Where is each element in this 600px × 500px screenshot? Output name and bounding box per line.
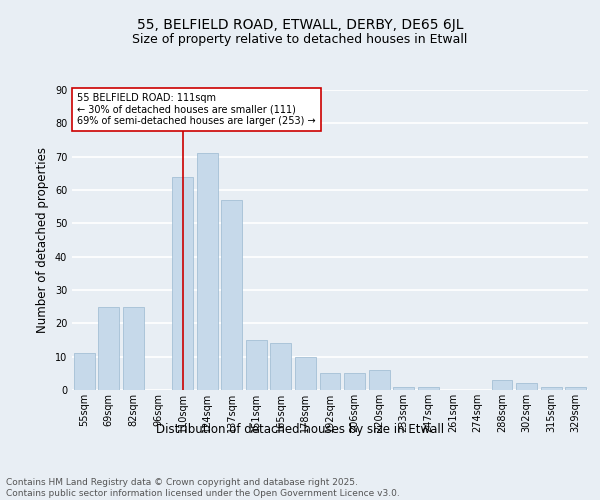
Text: 55 BELFIELD ROAD: 111sqm
← 30% of detached houses are smaller (111)
69% of semi-: 55 BELFIELD ROAD: 111sqm ← 30% of detach… xyxy=(77,93,316,126)
Bar xyxy=(393,386,414,390)
Bar xyxy=(246,340,267,390)
Bar xyxy=(74,354,95,390)
Text: Distribution of detached houses by size in Etwall: Distribution of detached houses by size … xyxy=(156,422,444,436)
Text: Size of property relative to detached houses in Etwall: Size of property relative to detached ho… xyxy=(133,32,467,46)
Bar xyxy=(197,154,218,390)
Text: 55, BELFIELD ROAD, ETWALL, DERBY, DE65 6JL: 55, BELFIELD ROAD, ETWALL, DERBY, DE65 6… xyxy=(137,18,463,32)
Text: Contains HM Land Registry data © Crown copyright and database right 2025.
Contai: Contains HM Land Registry data © Crown c… xyxy=(6,478,400,498)
Bar xyxy=(541,386,562,390)
Bar xyxy=(123,306,144,390)
Bar xyxy=(221,200,242,390)
Bar xyxy=(295,356,316,390)
Bar xyxy=(491,380,512,390)
Bar xyxy=(368,370,389,390)
Bar xyxy=(418,386,439,390)
Bar xyxy=(565,386,586,390)
Bar xyxy=(320,374,340,390)
Bar xyxy=(344,374,365,390)
Bar xyxy=(172,176,193,390)
Bar xyxy=(271,344,292,390)
Bar xyxy=(98,306,119,390)
Y-axis label: Number of detached properties: Number of detached properties xyxy=(36,147,49,333)
Bar xyxy=(516,384,537,390)
